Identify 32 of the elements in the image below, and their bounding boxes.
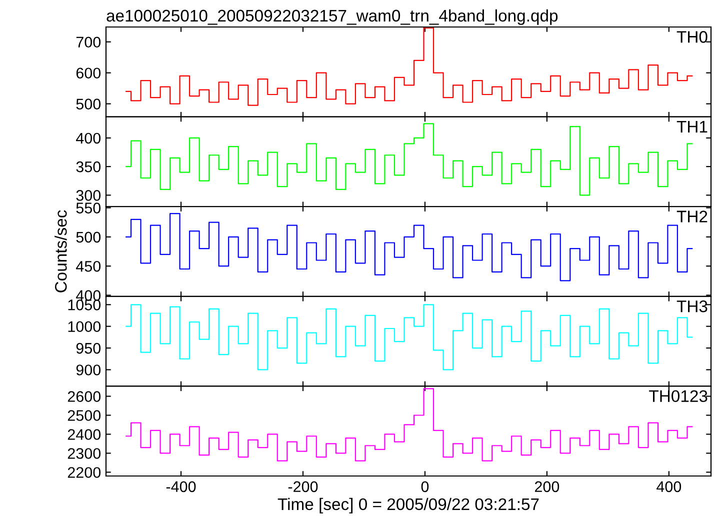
y-tick-label: 900: [76, 364, 101, 376]
y-tick-label: 2400: [68, 429, 101, 440]
y-tick-label: 550: [76, 202, 101, 214]
y-tick-label: 950: [76, 342, 101, 354]
x-tick-label: 200: [534, 481, 560, 492]
y-tick-label: 500: [76, 98, 101, 110]
y-tick-label: 2600: [68, 391, 101, 402]
series-label: TH2: [676, 210, 708, 222]
x-tick-label: -200: [288, 481, 318, 492]
y-tick-label: 450: [76, 260, 101, 272]
y-tick-label: 700: [76, 36, 101, 48]
y-tick-label: 400: [76, 132, 101, 144]
x-tick-label: -400: [166, 481, 196, 492]
chart-title: ae100025010_20050922032157_wam0_trn_4band_long.qdp: [106, 9, 558, 25]
series-label: TH3: [676, 300, 708, 312]
y-tick-label: 350: [76, 161, 101, 172]
series-label: TH1: [676, 121, 708, 132]
y-tick-label: 400: [76, 290, 101, 301]
y-tick-label: 2200: [68, 467, 101, 478]
x-tick-label: 0: [421, 481, 429, 492]
y-tick-label: 300: [76, 190, 101, 201]
y-tick-label: 2300: [68, 448, 101, 459]
series-label: TH0: [676, 31, 708, 43]
x-tick-label: 400: [656, 481, 682, 492]
y-axis-title: Counts/sec: [54, 210, 67, 292]
y-tick-label: 2500: [68, 410, 101, 421]
x-axis-title: Time [sec] 0 = 2005/09/22 03:21:57: [278, 498, 539, 514]
y-tick-label: 600: [76, 68, 101, 79]
series-label: TH0123: [649, 390, 708, 402]
y-tick-label: 500: [76, 232, 101, 243]
y-tick-label: 1000: [68, 321, 101, 332]
y-tick-label: 1050: [68, 300, 101, 310]
